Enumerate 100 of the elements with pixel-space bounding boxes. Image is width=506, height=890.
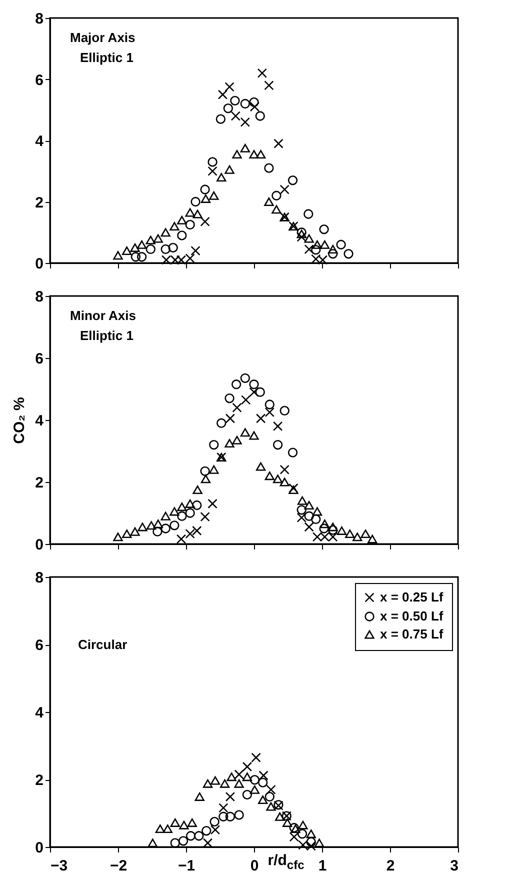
point xyxy=(255,111,265,121)
x-tick-label: 1 xyxy=(318,858,327,874)
y-tick-label: 6 xyxy=(35,637,44,654)
point xyxy=(272,190,282,200)
annotation: Minor Axis xyxy=(70,308,136,323)
point xyxy=(210,824,220,835)
point xyxy=(264,472,274,480)
point xyxy=(210,776,220,785)
point xyxy=(280,478,290,486)
legend-label: x = 0.75 Lf xyxy=(380,626,444,642)
point xyxy=(200,194,211,203)
point xyxy=(113,251,123,260)
point xyxy=(280,464,290,474)
point xyxy=(224,393,234,404)
point xyxy=(170,838,180,848)
y-tick-label: 0 xyxy=(35,256,44,272)
point xyxy=(240,117,250,127)
x-tick-label: 0 xyxy=(250,858,259,874)
point xyxy=(297,496,308,505)
point xyxy=(200,466,210,476)
point xyxy=(162,824,172,834)
point xyxy=(232,150,242,159)
point xyxy=(298,820,308,830)
y-tick-label: 2 xyxy=(35,194,44,212)
point xyxy=(304,500,314,510)
point xyxy=(242,790,252,800)
point xyxy=(242,772,252,782)
point xyxy=(320,240,330,249)
legend-label: x = 0.50 Lf xyxy=(380,608,444,624)
point xyxy=(216,114,226,124)
annotation: Elliptic 1 xyxy=(80,328,134,343)
point xyxy=(251,752,261,762)
point xyxy=(264,80,274,90)
point xyxy=(153,234,163,243)
point xyxy=(258,770,268,780)
point xyxy=(249,431,259,440)
y-tick-label: 6 xyxy=(35,72,44,89)
point xyxy=(257,68,267,78)
legend-label: x = 0.25 Lf xyxy=(380,590,444,604)
point xyxy=(170,818,180,827)
point xyxy=(306,830,316,838)
point xyxy=(170,507,180,516)
point xyxy=(234,810,244,820)
point xyxy=(264,163,274,173)
point xyxy=(249,150,259,159)
point xyxy=(192,526,202,536)
point xyxy=(177,230,187,240)
point xyxy=(240,428,250,437)
point xyxy=(223,104,233,114)
point xyxy=(218,803,228,813)
x-tick-label: −2 xyxy=(110,858,128,874)
point xyxy=(296,512,306,522)
point xyxy=(312,240,322,249)
point xyxy=(208,498,218,509)
point xyxy=(136,252,147,262)
y-tick-label: 4 xyxy=(35,412,44,430)
point xyxy=(216,172,226,182)
y-tick-label: 4 xyxy=(35,704,44,722)
point xyxy=(200,184,210,194)
point xyxy=(320,520,330,528)
annotation: Major Axis xyxy=(70,30,136,45)
y-tick-label: 0 xyxy=(35,536,44,554)
annotation: Circular xyxy=(78,637,128,652)
point xyxy=(314,838,324,848)
point xyxy=(209,191,219,200)
y-tick-label: 8 xyxy=(35,570,44,586)
point xyxy=(272,205,282,214)
point xyxy=(208,157,218,167)
point xyxy=(179,820,189,830)
point xyxy=(311,245,321,255)
point xyxy=(328,248,338,259)
point xyxy=(192,485,202,494)
y-tick-label: 0 xyxy=(35,840,44,856)
point xyxy=(224,165,234,174)
point xyxy=(288,175,298,186)
point xyxy=(168,242,178,253)
point xyxy=(234,779,244,788)
point xyxy=(160,228,170,237)
annotation: Elliptic 1 xyxy=(80,50,134,65)
point xyxy=(185,220,195,230)
point xyxy=(249,387,259,397)
point xyxy=(200,474,211,484)
point xyxy=(264,400,274,410)
point xyxy=(296,505,306,515)
point xyxy=(177,511,187,521)
point xyxy=(242,762,252,772)
point xyxy=(220,779,230,788)
point xyxy=(304,511,314,521)
point xyxy=(185,508,195,518)
point xyxy=(264,792,274,802)
point xyxy=(344,248,354,259)
point xyxy=(113,532,123,542)
point xyxy=(200,216,210,226)
point xyxy=(352,532,362,542)
point xyxy=(282,818,292,827)
point xyxy=(146,244,156,254)
point xyxy=(200,512,210,522)
point xyxy=(177,216,187,224)
point xyxy=(256,414,266,424)
point xyxy=(209,440,219,450)
